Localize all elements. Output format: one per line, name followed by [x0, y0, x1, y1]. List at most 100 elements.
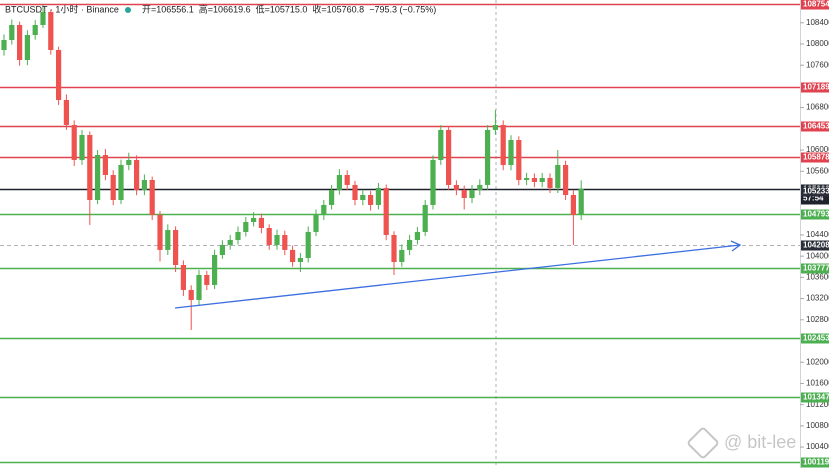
candle-body	[305, 231, 311, 258]
price-tag	[801, 392, 829, 403]
price-tag-label: 105878.	[803, 153, 829, 162]
y-tick-label: 105600.	[806, 166, 829, 175]
candle-body	[453, 184, 459, 191]
candle-body	[407, 239, 413, 250]
watermark: @ bit-lee	[687, 427, 796, 459]
candle-body	[173, 229, 179, 266]
candle-body	[56, 50, 62, 100]
y-tick-label: 106800.	[806, 103, 829, 112]
candle-body	[188, 289, 194, 300]
price-tag-label: 102453.	[803, 334, 829, 343]
trend-arrow	[730, 240, 742, 252]
candle-body	[196, 274, 202, 300]
y-tick-label: 104400.	[806, 230, 829, 239]
y-tick-label: 104000.	[806, 251, 829, 260]
candle-body	[531, 177, 537, 182]
price-tag-label: 106453.	[803, 122, 829, 131]
y-tick-label: 108400.	[806, 18, 829, 27]
candle-body	[446, 129, 452, 185]
candle-body	[570, 194, 576, 215]
candle-body	[32, 24, 38, 36]
candle-body	[360, 194, 366, 200]
candle-body	[63, 99, 69, 125]
y-tick-label: 101200.	[806, 400, 829, 409]
candle-body	[578, 188, 584, 215]
y-tick-label: 108000.	[806, 39, 829, 48]
price-tag	[801, 121, 829, 132]
price-tag	[801, 186, 829, 197]
candle-body	[251, 217, 257, 222]
candle-body	[477, 184, 483, 191]
candle-body	[180, 265, 186, 290]
price-tag-label: 104793.	[803, 210, 829, 219]
candle-body	[17, 24, 23, 60]
candle-body	[212, 254, 218, 285]
candle-body	[134, 159, 140, 191]
y-tick-label: 100400.	[806, 442, 829, 451]
ohlc-info: 收=105760.8	[312, 3, 364, 14]
candle-body	[469, 190, 475, 198]
price-tag	[801, 0, 829, 10]
candle-body	[9, 24, 15, 40]
candle-body	[71, 124, 77, 160]
candle-body	[1, 39, 7, 51]
candle-body	[368, 194, 374, 205]
candle-body	[524, 177, 530, 180]
candle-body	[95, 154, 101, 200]
price-tag	[801, 209, 829, 220]
price-tag-label: 105233.	[803, 187, 829, 196]
candle-body	[344, 174, 350, 185]
y-tick-label: 102800.	[806, 315, 829, 324]
ohlc-info: 高=106619.6	[199, 3, 251, 14]
price-tag-label: 104208.	[803, 241, 829, 250]
candle-body	[243, 221, 249, 232]
price-tag	[801, 152, 829, 163]
candle-body	[539, 177, 545, 182]
candle-body	[399, 249, 405, 262]
candle-body	[555, 164, 561, 188]
y-tick-label: 101600.	[806, 379, 829, 388]
trend-line	[174, 244, 741, 309]
ohlc-info: 低=105715.0	[256, 3, 308, 14]
y-tick-label: 103200.	[806, 294, 829, 303]
candle-body	[102, 154, 108, 175]
candle-body	[165, 229, 171, 250]
candle-body	[274, 234, 280, 245]
candle-body	[40, 11, 46, 25]
candle-body	[126, 159, 132, 165]
price-tag-label: 101347.	[803, 393, 829, 402]
candle-body	[227, 239, 233, 245]
candle-body	[352, 184, 358, 200]
price-tag	[801, 333, 829, 344]
candle-body	[438, 129, 444, 160]
candle-body	[383, 187, 389, 235]
candle-body	[336, 174, 342, 191]
price-tag-label: 100119.	[803, 458, 829, 467]
price-tag-label: 107189.	[803, 83, 829, 92]
price-tag	[801, 263, 829, 274]
candle-body	[375, 187, 381, 205]
candle-body	[547, 177, 553, 188]
candle-body	[422, 204, 428, 232]
symbol-title: BTCUSDT · 1小时 · Binance	[5, 3, 119, 14]
countdown: 57:54	[803, 194, 824, 203]
price-tag	[801, 457, 829, 468]
candle-body	[321, 204, 327, 215]
candle-body	[118, 164, 124, 200]
price-tag-label: 103777.	[803, 264, 829, 273]
ohlc-info: −795.3 (−0.75%)	[369, 4, 436, 14]
y-tick-label: 103600.	[806, 272, 829, 281]
candle-body	[508, 139, 514, 165]
candle-body	[290, 249, 296, 262]
candle-body	[461, 190, 467, 198]
y-tick-label: 107600.	[806, 60, 829, 69]
ohlc-info: 开=106556.1	[142, 4, 194, 14]
candle-body	[297, 257, 303, 262]
candle-body	[235, 231, 241, 240]
price-tag	[801, 240, 829, 251]
candle-body	[204, 274, 210, 285]
candle-body	[149, 179, 155, 215]
candle-body	[516, 139, 522, 180]
